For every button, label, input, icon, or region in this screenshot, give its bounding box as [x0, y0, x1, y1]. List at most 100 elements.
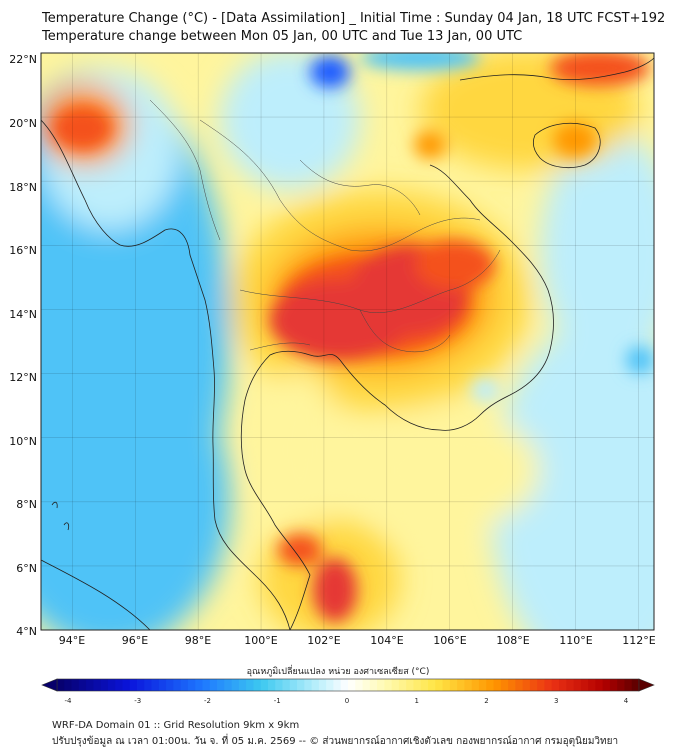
- shading-core: [626, 346, 654, 374]
- colorbar-cell: [573, 679, 582, 691]
- shading-core: [550, 53, 650, 86]
- colorbar-cell: [151, 679, 160, 691]
- colorbar-cell: [340, 679, 349, 691]
- colorbar-cell: [107, 679, 116, 691]
- lat-label: 22°N: [9, 53, 37, 66]
- colorbar-cell: [209, 679, 218, 691]
- colorbar-cell: [428, 679, 436, 691]
- colorbar-cell: [166, 679, 174, 691]
- colorbar-cell: [71, 679, 80, 691]
- lon-label: 94°E: [59, 634, 85, 647]
- colorbar-cell: [617, 679, 625, 691]
- lat-label: 16°N: [9, 244, 37, 257]
- colorbar-tick-label: 4: [624, 697, 629, 705]
- shading-region: [41, 350, 230, 630]
- lon-label: 104°E: [370, 634, 403, 647]
- footer-model-info: WRF-DA Domain 01 :: Grid Resolution 9km …: [52, 720, 300, 731]
- lat-label: 8°N: [16, 498, 37, 511]
- colorbar-cell: [144, 679, 152, 691]
- colorbar-cell: [355, 679, 363, 691]
- colorbar-cell: [297, 679, 305, 691]
- shading-core: [360, 53, 480, 70]
- colorbar-cell: [362, 679, 371, 691]
- colorbar-cell: [122, 679, 131, 691]
- colorbar-cell: [398, 679, 407, 691]
- colorbar-cell: [115, 679, 123, 691]
- colorbar-cell: [224, 679, 232, 691]
- lat-label: 18°N: [9, 181, 37, 194]
- colorbar-cell: [500, 679, 509, 691]
- colorbar-cell: [369, 679, 378, 691]
- colorbar-cell: [187, 679, 196, 691]
- map-title: Temperature Change (°C) - [Data Assimila…: [42, 11, 666, 26]
- colorbar-cell: [326, 679, 334, 691]
- colorbar-cell: [522, 679, 531, 691]
- shading-core: [471, 378, 499, 402]
- colorbar-cells: [56, 678, 640, 692]
- latitude-labels: 22°N 20°N 18°N 16°N 14°N 12°N 10°N 8°N 6…: [9, 53, 37, 638]
- colorbar-cell: [267, 679, 276, 691]
- colorbar-tick-label: -1: [274, 697, 281, 705]
- colorbar-cell: [508, 679, 516, 691]
- colorbar-max-arrow: [638, 678, 655, 692]
- colorbar-cell: [78, 679, 87, 691]
- shading-core: [313, 558, 357, 622]
- colorbar-cell: [217, 679, 225, 691]
- lon-label: 106°E: [433, 634, 466, 647]
- colorbar-cell: [304, 679, 313, 691]
- lat-label: 10°N: [9, 435, 37, 448]
- colorbar-cell: [449, 679, 458, 691]
- colorbar-cell: [529, 679, 538, 691]
- lon-label: 98°E: [185, 634, 211, 647]
- colorbar-cell: [246, 679, 254, 691]
- colorbar-cell: [478, 679, 487, 691]
- colorbar-cell: [442, 679, 451, 691]
- shading-region: [360, 410, 540, 530]
- colorbar-cell: [537, 679, 545, 691]
- colorbar-cell: [515, 679, 523, 691]
- colorbar-cell: [544, 679, 553, 691]
- colorbar-cell: [464, 679, 473, 691]
- colorbar-cell: [137, 679, 145, 691]
- colorbar-cell: [129, 679, 138, 691]
- colorbar-cell: [57, 679, 65, 691]
- colorbar-tick-label: -4: [65, 697, 73, 705]
- lon-label: 110°E: [559, 634, 592, 647]
- colorbar-cell: [348, 679, 356, 691]
- lat-label: 12°N: [9, 371, 37, 384]
- lon-label: 102°E: [307, 634, 340, 647]
- colorbar-cell: [551, 679, 560, 691]
- shading-region: [260, 370, 340, 530]
- colorbar-cell: [406, 679, 414, 691]
- colorbar-cell: [158, 679, 167, 691]
- colorbar-cell: [609, 679, 618, 691]
- shading-core: [415, 240, 495, 290]
- colorbar-cell: [231, 679, 240, 691]
- colorbar-cell: [391, 679, 400, 691]
- colorbar-tick-label: -2: [204, 697, 211, 705]
- colorbar-tick-label: 0: [345, 697, 349, 705]
- colorbar-cell: [602, 679, 611, 691]
- shading-core: [414, 131, 446, 159]
- colorbar-cell: [64, 679, 72, 691]
- lon-label: 96°E: [122, 634, 148, 647]
- lon-label: 100°E: [244, 634, 277, 647]
- coastline-layer: [41, 57, 654, 630]
- field-layer: [41, 53, 654, 630]
- colorbar-cell: [202, 679, 211, 691]
- shading-region: [490, 320, 654, 630]
- colorbar-cell: [486, 679, 494, 691]
- footer-credit: ปรับปรุงข้อมูล ณ เวลา 01:00น. วัน จ. ที่…: [52, 736, 619, 747]
- colorbar-cell: [595, 679, 604, 691]
- colorbar-cell: [457, 679, 465, 691]
- lat-label: 14°N: [9, 308, 37, 321]
- colorbar-ticks: -4 -3 -2 -1 0 1 2 3 4: [65, 697, 629, 705]
- colorbar-cell: [384, 679, 393, 691]
- colorbar-cell: [195, 679, 203, 691]
- temperature-map: 22°N 20°N 18°N 16°N 14°N 12°N 10°N 8°N 6…: [9, 52, 656, 647]
- colorbar-cell: [275, 679, 283, 691]
- shading-core: [310, 56, 350, 88]
- colorbar-cell: [420, 679, 429, 691]
- lat-label: 4°N: [16, 625, 37, 638]
- colorbar-cell: [180, 679, 189, 691]
